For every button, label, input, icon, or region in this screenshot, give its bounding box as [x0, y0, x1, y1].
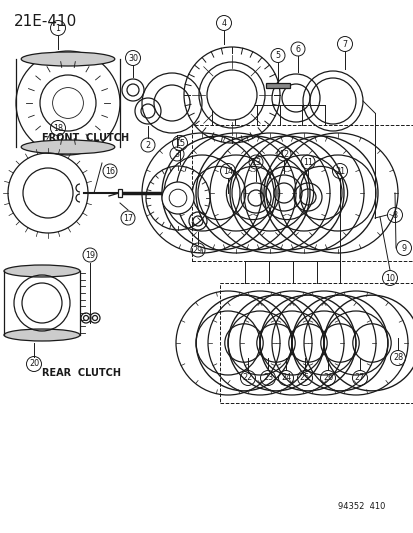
Ellipse shape: [21, 52, 114, 66]
Text: 17: 17: [123, 214, 133, 222]
Text: 4: 4: [221, 19, 226, 28]
Text: 14: 14: [223, 166, 233, 175]
Text: 1: 1: [55, 23, 60, 33]
Text: 15: 15: [175, 139, 185, 148]
Text: 30: 30: [128, 53, 138, 62]
Text: 25: 25: [299, 374, 309, 383]
Ellipse shape: [4, 329, 80, 341]
Text: 5: 5: [275, 51, 280, 60]
Text: 7: 7: [342, 39, 347, 49]
Text: 11: 11: [302, 157, 312, 166]
Text: 22: 22: [242, 374, 252, 383]
Text: 26: 26: [322, 374, 332, 383]
Text: 18: 18: [53, 124, 63, 133]
Text: 20: 20: [29, 359, 39, 368]
Text: 16: 16: [105, 166, 115, 175]
Text: 8: 8: [392, 211, 396, 220]
Bar: [192, 125, 412, 261]
Bar: [118, 189, 122, 197]
Bar: [219, 283, 413, 403]
Text: 27: 27: [354, 374, 364, 383]
Text: 3: 3: [174, 149, 179, 158]
Circle shape: [40, 75, 96, 131]
Text: REAR  CLUTCH: REAR CLUTCH: [42, 368, 121, 378]
Text: 6: 6: [295, 44, 300, 53]
Text: 28: 28: [392, 353, 402, 362]
Text: 24: 24: [280, 374, 290, 383]
Text: 23: 23: [262, 374, 273, 383]
Bar: [266, 83, 289, 87]
Text: 29: 29: [192, 246, 203, 254]
Ellipse shape: [4, 265, 80, 277]
Text: 12: 12: [278, 149, 288, 158]
Text: 2: 2: [145, 141, 150, 149]
Circle shape: [161, 182, 194, 214]
Text: FRONT  CLUTCH: FRONT CLUTCH: [42, 133, 129, 143]
Text: 21: 21: [334, 166, 344, 175]
Circle shape: [206, 70, 256, 120]
Text: 21E-410: 21E-410: [14, 14, 77, 29]
Text: 10: 10: [384, 273, 394, 282]
Text: 9: 9: [401, 244, 406, 253]
Text: 19: 19: [85, 251, 95, 260]
Text: 94352  410: 94352 410: [337, 502, 385, 511]
Text: 13: 13: [250, 157, 260, 166]
Ellipse shape: [21, 140, 114, 154]
